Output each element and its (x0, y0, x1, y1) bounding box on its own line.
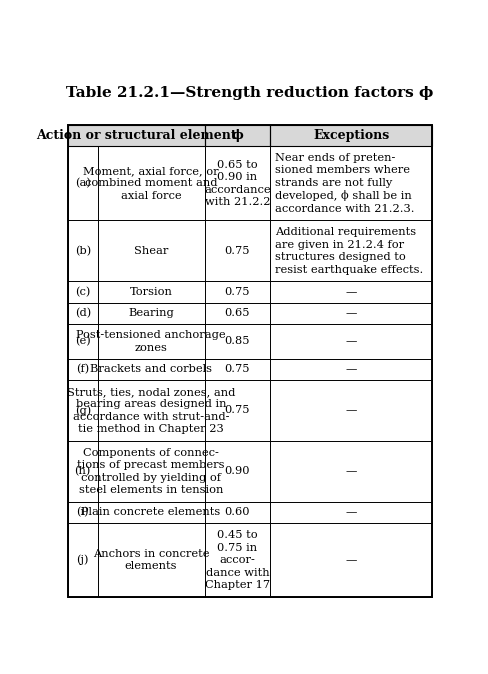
Text: Moment, axial force, or
combined moment and
axial force: Moment, axial force, or combined moment … (83, 166, 219, 201)
Bar (204, 282, 270, 303)
Bar (204, 303, 270, 324)
Text: 0.75: 0.75 (224, 364, 250, 374)
Text: —: — (346, 466, 357, 477)
Text: —: — (346, 287, 357, 297)
Bar (98, 359, 204, 380)
Bar (98, 146, 204, 220)
Bar (270, 125, 432, 146)
Bar (270, 146, 432, 220)
Text: —: — (346, 508, 357, 518)
Bar (98, 502, 204, 523)
Bar (68, 282, 98, 303)
Bar (270, 441, 432, 502)
Bar (204, 502, 270, 523)
Text: Near ends of preten-
sioned members where
strands are not fully
developed, ϕ sha: Near ends of preten- sioned members wher… (275, 153, 414, 214)
Text: (i): (i) (77, 508, 89, 518)
Bar (204, 324, 270, 359)
Bar (98, 324, 204, 359)
Bar (270, 282, 432, 303)
Bar (204, 220, 270, 282)
Text: 0.75: 0.75 (224, 246, 250, 256)
Bar (98, 220, 204, 282)
Text: Anchors in concrete
elements: Anchors in concrete elements (93, 549, 209, 572)
Bar (68, 324, 98, 359)
Text: 0.45 to
0.75 in
accor-
dance with
Chapter 17: 0.45 to 0.75 in accor- dance with Chapte… (205, 530, 270, 590)
Bar (270, 359, 432, 380)
Text: Action or structural element: Action or structural element (36, 129, 237, 142)
Bar (204, 441, 270, 502)
Text: 0.90: 0.90 (224, 466, 250, 477)
Text: —: — (346, 555, 357, 565)
Text: (g): (g) (75, 405, 91, 416)
Text: (f): (f) (76, 364, 89, 375)
Text: —: — (346, 405, 357, 415)
Text: Struts, ties, nodal zones, and
bearing areas designed in
accordance with strut-a: Struts, ties, nodal zones, and bearing a… (67, 387, 235, 434)
Bar (270, 380, 432, 441)
Bar (68, 380, 98, 441)
Text: (d): (d) (75, 308, 91, 319)
Bar (204, 125, 270, 146)
Bar (270, 523, 432, 597)
Text: 0.85: 0.85 (224, 336, 250, 346)
Text: Plain concrete elements: Plain concrete elements (81, 508, 221, 518)
Bar (98, 441, 204, 502)
Text: Table 21.2.1—Strength reduction factors ϕ: Table 21.2.1—Strength reduction factors … (66, 86, 434, 100)
Bar (68, 220, 98, 282)
Bar (204, 523, 270, 597)
Text: (j): (j) (77, 555, 89, 565)
Text: (h): (h) (75, 466, 91, 477)
Bar (270, 303, 432, 324)
Text: Exceptions: Exceptions (313, 129, 389, 142)
Bar (68, 502, 98, 523)
Text: 0.75: 0.75 (224, 405, 250, 415)
Bar (68, 441, 98, 502)
Text: 0.75: 0.75 (224, 287, 250, 297)
Bar (204, 380, 270, 441)
Text: Post-tensioned anchorage
zones: Post-tensioned anchorage zones (76, 330, 226, 353)
Bar (204, 359, 270, 380)
Bar (68, 146, 98, 220)
Text: —: — (346, 336, 357, 346)
Bar (98, 303, 204, 324)
Text: 0.65 to
0.90 in
accordance
with 21.2.2: 0.65 to 0.90 in accordance with 21.2.2 (204, 160, 271, 207)
Bar (204, 146, 270, 220)
Text: Brackets and corbels: Brackets and corbels (90, 364, 212, 374)
Text: ϕ: ϕ (231, 129, 243, 142)
Bar (98, 282, 204, 303)
Bar (68, 359, 98, 380)
Bar (270, 324, 432, 359)
Bar (270, 502, 432, 523)
Bar (68, 125, 204, 146)
Bar (270, 125, 432, 146)
Text: —: — (346, 309, 357, 318)
Bar (98, 523, 204, 597)
Text: 0.65: 0.65 (224, 309, 250, 318)
Text: (a): (a) (75, 178, 91, 189)
Text: (b): (b) (75, 246, 91, 256)
Text: (c): (c) (75, 287, 90, 297)
Text: Torsion: Torsion (130, 287, 173, 297)
Text: —: — (346, 364, 357, 374)
Text: Components of connec-
tions of precast members
controlled by yielding of
steel e: Components of connec- tions of precast m… (78, 448, 225, 495)
Bar (68, 303, 98, 324)
Text: Shear: Shear (134, 246, 168, 256)
Bar (68, 523, 98, 597)
Bar (98, 380, 204, 441)
Text: Additional requirements
are given in 21.2.4 for
structures designed to
resist ea: Additional requirements are given in 21.… (275, 227, 423, 274)
Bar (68, 125, 204, 146)
Bar (270, 220, 432, 282)
Text: Bearing: Bearing (128, 309, 174, 318)
Bar (204, 125, 270, 146)
Text: (e): (e) (75, 336, 91, 346)
Text: 0.60: 0.60 (224, 508, 250, 518)
